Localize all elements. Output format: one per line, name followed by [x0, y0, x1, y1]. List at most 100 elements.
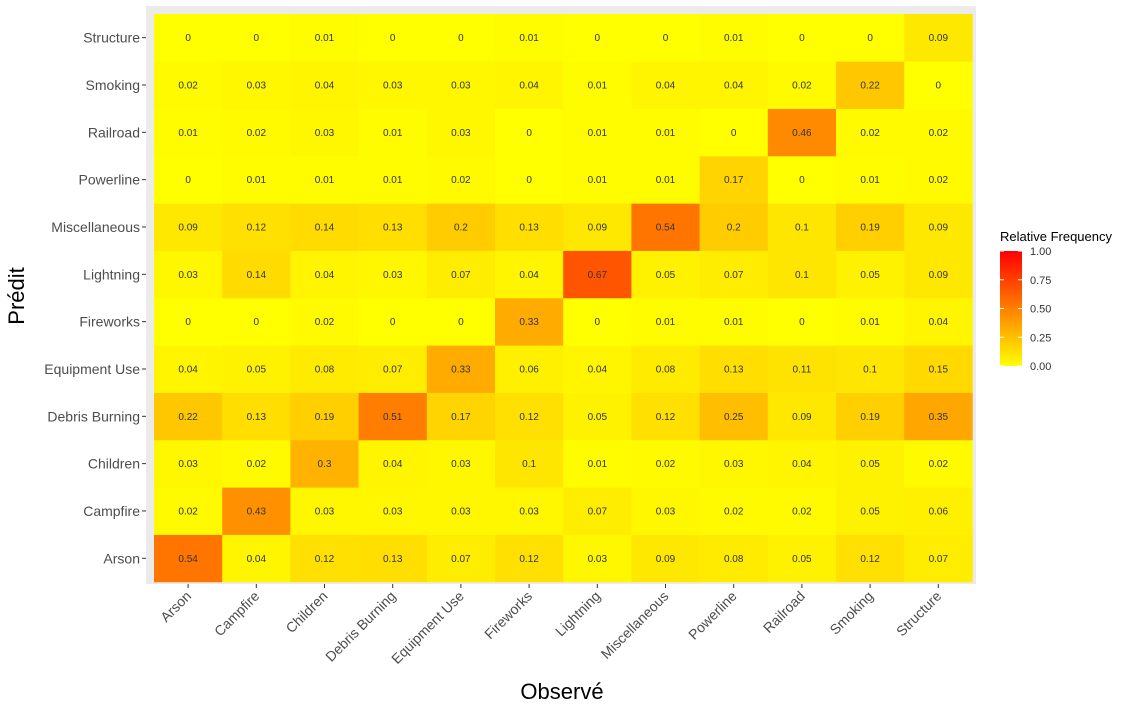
heatmap-cell [699, 297, 769, 346]
heatmap-cell [836, 439, 905, 488]
cell-value-label: 0.13 [383, 554, 403, 565]
cell-value-label: 0.02 [724, 506, 744, 517]
heatmap-cell [222, 61, 291, 109]
cell-value-label: 0 [254, 317, 260, 328]
cell-value-label: 0.09 [929, 222, 949, 233]
heatmap-cell [154, 203, 223, 251]
heatmap-cell [631, 439, 700, 488]
legend-tick-label: 0.00 [1030, 361, 1051, 373]
heatmap-cell [426, 534, 496, 583]
heatmap-cell [222, 534, 291, 583]
legend-tick-label: 1.00 [1030, 246, 1051, 258]
heatmap-cell [426, 487, 496, 535]
cell-value-label: 0.03 [315, 128, 335, 139]
cell-value-label: 0.01 [315, 175, 335, 186]
x-tick-label: Lightning [552, 588, 603, 639]
cell-value-label: 0.02 [247, 128, 267, 139]
heatmap-cell-labels: 0.54 0.04 0.12 0.13 0.07 0.12 0.03 0.09 0.08 0.05… [178, 33, 948, 565]
cell-value-label: 0.11 [793, 364, 812, 375]
cell-value-label: 0.01 [860, 317, 880, 328]
heatmap-cell [631, 487, 700, 535]
cell-value-label: 0.12 [656, 412, 676, 423]
heatmap-cell [699, 108, 769, 157]
heatmap-cell [836, 487, 905, 535]
heatmap-cell [358, 203, 428, 251]
heatmap-cell [154, 534, 223, 583]
cell-value-label: 0 [799, 317, 805, 328]
cell-value-label: 0.01 [519, 33, 539, 44]
cell-value-label: 0.03 [451, 506, 471, 517]
cell-value-label: 0.01 [315, 33, 335, 44]
cell-value-label: 0.08 [315, 364, 335, 375]
heatmap-cell [631, 345, 700, 393]
heatmap-cell [358, 14, 428, 62]
cell-value-label: 0.04 [247, 554, 267, 565]
x-tick-label: Equipment Use [388, 588, 467, 667]
heatmap-cell [495, 297, 564, 346]
heatmap-cell [631, 250, 700, 299]
cell-value-label: 0.12 [519, 412, 539, 423]
heatmap-cell [495, 155, 564, 204]
cell-value-label: 0.09 [792, 412, 812, 423]
cell-value-label: 0.01 [656, 128, 676, 139]
cell-value-label: 0.01 [724, 317, 744, 328]
cell-value-label: 0 [799, 175, 805, 186]
y-tick-label: Campfire [83, 503, 140, 519]
cell-value-label: 0.04 [519, 81, 539, 92]
cell-value-label: 0 [185, 175, 191, 186]
heatmap-cell [426, 155, 496, 204]
heatmap-cell [222, 155, 291, 204]
cell-value-label: 0.04 [656, 81, 676, 92]
cell-value-label: 0.1 [795, 222, 809, 233]
heatmap-cell [495, 203, 564, 251]
heatmap-cell [631, 61, 700, 109]
legend-title: Relative Frequency [1000, 229, 1112, 244]
cell-value-label: 0.04 [588, 364, 608, 375]
cell-value-label: 0.01 [588, 175, 608, 186]
heatmap-cell [563, 61, 632, 109]
heatmap-cell [290, 250, 359, 299]
cell-value-label: 0.01 [656, 175, 676, 186]
heatmap-cell [290, 534, 359, 583]
heatmap-cell [699, 439, 769, 488]
cell-value-label: 0.12 [860, 554, 880, 565]
cell-value-label: 0.3 [318, 459, 332, 470]
cell-value-label: 0.09 [929, 270, 949, 281]
y-axis-title: Prédit [4, 267, 29, 324]
heatmap-cell [290, 297, 359, 346]
cell-value-label: 0.04 [929, 317, 949, 328]
heatmap-cell [836, 534, 905, 583]
cell-value-label: 0.01 [588, 81, 608, 92]
heatmap-cell [358, 487, 428, 535]
heatmap-cell [222, 392, 291, 441]
heatmap-cell [563, 203, 632, 251]
cell-value-label: 0.03 [247, 81, 267, 92]
cell-value-label: 0.33 [451, 364, 471, 375]
heatmap-cell [358, 534, 428, 583]
cell-value-label: 0.09 [929, 33, 949, 44]
heatmap-cell [222, 439, 291, 488]
cell-value-label: 0.13 [247, 412, 267, 423]
heatmap-cell [154, 61, 223, 109]
heatmap-cell [563, 439, 632, 488]
cell-value-label: 0 [458, 317, 464, 328]
cell-value-label: 0.02 [178, 506, 198, 517]
heatmap-cell [631, 155, 700, 204]
heatmap-cell [836, 14, 905, 62]
cell-value-label: 0.17 [451, 412, 471, 423]
heatmap-cell [631, 297, 700, 346]
cell-value-label: 0.03 [383, 506, 403, 517]
cell-value-label: 0.03 [724, 459, 744, 470]
cell-value-label: 0.13 [724, 364, 744, 375]
cell-value-label: 0.05 [656, 270, 676, 281]
heatmap-cell [836, 345, 905, 393]
cell-value-label: 0.03 [383, 81, 403, 92]
cell-value-label: 0.04 [178, 364, 198, 375]
heatmap-cell [358, 108, 428, 157]
cell-value-label: 0.03 [519, 506, 539, 517]
cell-value-label: 0.12 [247, 222, 267, 233]
cell-value-label: 0.51 [383, 412, 403, 423]
heatmap-cell [699, 345, 769, 393]
cell-value-label: 0.03 [315, 506, 335, 517]
